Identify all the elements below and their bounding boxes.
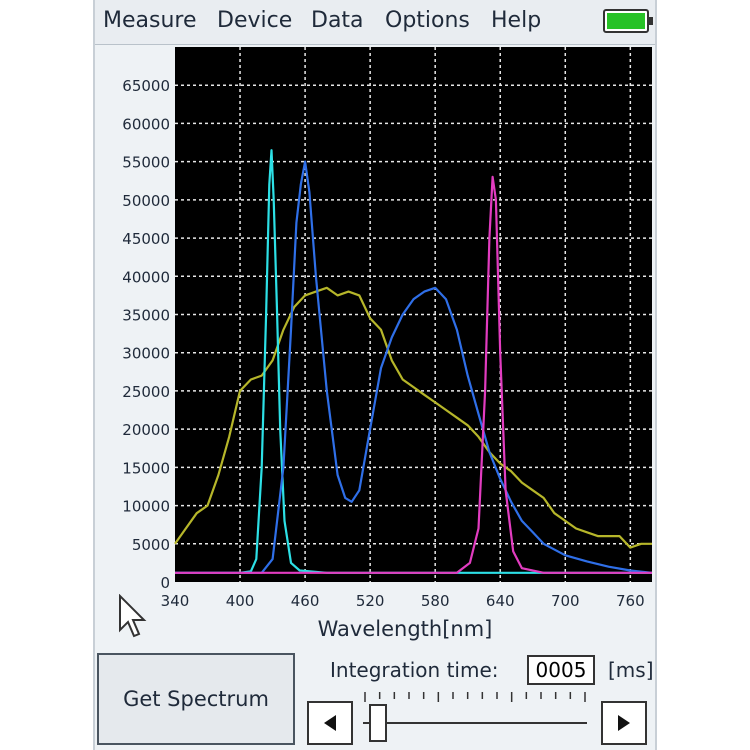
- get-spectrum-button[interactable]: Get Spectrum: [97, 653, 295, 745]
- y-tick-label: 5000: [132, 536, 170, 554]
- spectrum-chart: 0 5000 10000 15000 20000 25000 30000 35000 40000…: [122, 47, 653, 641]
- series-line-2: [175, 149, 652, 574]
- x-axis-label: Wavelength[nm]: [318, 617, 493, 641]
- battery-icon: [603, 9, 653, 33]
- increase-button[interactable]: [601, 701, 647, 745]
- x-tick-label: 640: [486, 592, 515, 610]
- slider-thumb[interactable]: [369, 704, 388, 742]
- series-line-4: [175, 175, 652, 574]
- x-tick-label: 520: [356, 592, 385, 610]
- menu-help[interactable]: Help: [491, 8, 542, 33]
- menu-data[interactable]: Data: [311, 8, 364, 33]
- triangle-right-icon: [618, 715, 630, 731]
- plot-area: [175, 47, 652, 582]
- y-tick-label: 25000: [122, 383, 170, 401]
- integration-unit-label: [ms]: [608, 658, 654, 682]
- y-tick-label: 0: [160, 574, 170, 592]
- battery-terminal: [649, 17, 653, 25]
- y-tick-label: 60000: [122, 115, 170, 133]
- series-line-1: [174, 286, 652, 549]
- x-tick-label: 700: [551, 592, 580, 610]
- y-tick-label: 35000: [122, 307, 170, 325]
- x-tick-label: 580: [421, 592, 450, 610]
- series-lines: [174, 149, 653, 574]
- y-tick-label: 55000: [122, 154, 170, 172]
- y-tick-label: 50000: [122, 192, 170, 210]
- menu-device[interactable]: Device: [217, 8, 293, 33]
- grid: [175, 47, 652, 582]
- series-line-3: [175, 160, 653, 574]
- y-tick-label: 20000: [122, 421, 170, 439]
- y-tick-label: 10000: [122, 498, 170, 516]
- x-tick-label: 760: [616, 592, 645, 610]
- menu-options[interactable]: Options: [385, 8, 470, 33]
- integration-time-label: Integration time:: [330, 658, 499, 682]
- y-tick-label: 40000: [122, 268, 170, 286]
- menu-bar: Measure Device Data Options Help: [95, 0, 655, 45]
- integration-slider[interactable]: [357, 692, 593, 744]
- x-tick-label: 460: [291, 592, 320, 610]
- decrease-button[interactable]: [307, 701, 353, 745]
- triangle-left-icon: [324, 715, 336, 731]
- y-tick-label: 30000: [122, 345, 170, 363]
- battery-level: [607, 13, 645, 29]
- x-tick-labels: 340 400 460 520 580 640 700 760: [161, 592, 645, 610]
- device-screen: Measure Device Data Options Help 0 5000 10…: [93, 0, 657, 750]
- y-tick-label: 15000: [122, 459, 170, 477]
- slider-ticks: [364, 692, 586, 702]
- slider-track: [363, 722, 587, 724]
- y-tick-label: 45000: [122, 230, 170, 248]
- x-tick-label: 400: [226, 592, 255, 610]
- x-tick-label: 340: [161, 592, 190, 610]
- y-tick-labels: 0 5000 10000 15000 20000 25000 30000 35000 40000…: [122, 77, 170, 592]
- menu-measure[interactable]: Measure: [103, 8, 197, 33]
- integration-time-input[interactable]: [527, 655, 595, 685]
- y-tick-label: 65000: [122, 77, 170, 95]
- mouse-pointer-icon: [119, 594, 147, 638]
